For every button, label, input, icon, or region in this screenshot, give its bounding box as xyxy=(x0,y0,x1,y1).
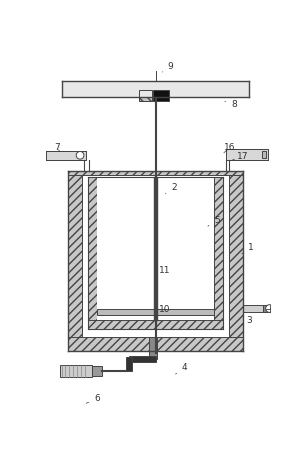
Bar xyxy=(68,337,243,351)
Text: 4: 4 xyxy=(175,363,187,374)
Text: 11: 11 xyxy=(156,266,170,277)
Bar xyxy=(153,90,169,101)
Text: 2: 2 xyxy=(165,183,177,194)
Bar xyxy=(243,306,263,312)
Bar xyxy=(230,171,243,351)
Bar xyxy=(126,357,133,371)
Bar xyxy=(62,81,249,97)
Circle shape xyxy=(266,305,273,312)
Bar xyxy=(46,151,86,160)
Text: 6: 6 xyxy=(86,394,100,403)
Bar xyxy=(88,320,223,329)
Text: 17: 17 xyxy=(233,152,249,161)
Bar xyxy=(139,90,153,101)
Text: 5: 5 xyxy=(208,216,220,226)
Text: 3: 3 xyxy=(242,315,252,325)
Text: 8: 8 xyxy=(225,100,237,109)
Text: 9: 9 xyxy=(162,61,174,72)
Text: 7: 7 xyxy=(54,143,60,152)
Bar xyxy=(60,365,92,377)
Bar xyxy=(263,305,276,312)
Bar xyxy=(68,171,82,351)
Text: 16: 16 xyxy=(224,143,236,153)
Bar xyxy=(262,151,266,158)
Text: 10: 10 xyxy=(156,305,170,315)
Bar xyxy=(129,356,156,362)
Bar xyxy=(68,171,243,175)
Bar xyxy=(214,177,223,329)
Bar xyxy=(149,337,157,359)
Bar xyxy=(97,309,214,315)
Bar xyxy=(226,149,268,160)
Bar xyxy=(92,366,102,376)
Bar xyxy=(139,90,153,101)
Text: 1: 1 xyxy=(242,243,254,254)
Bar xyxy=(88,177,97,329)
Circle shape xyxy=(76,151,84,159)
Bar xyxy=(97,177,214,320)
